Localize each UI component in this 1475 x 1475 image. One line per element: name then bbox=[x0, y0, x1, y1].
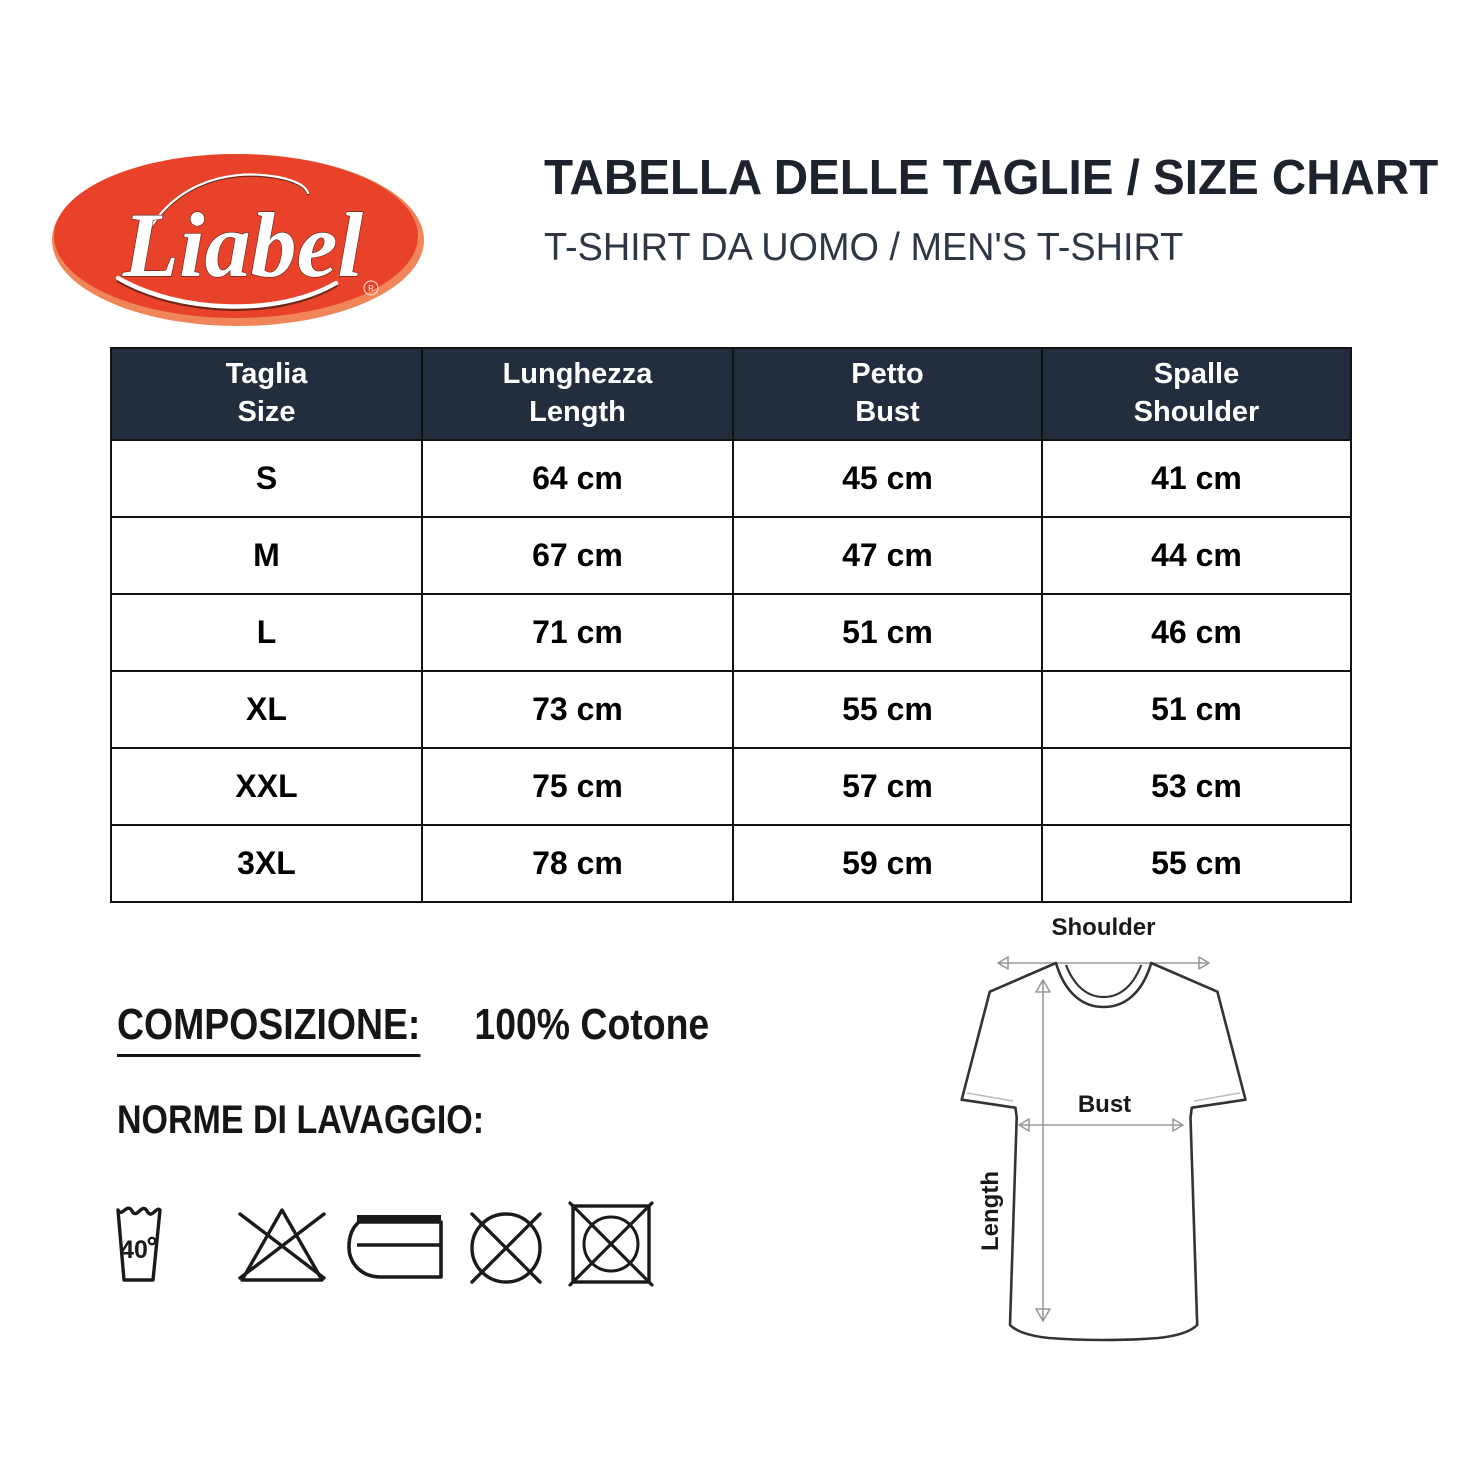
svg-text:Shoulder: Shoulder bbox=[1051, 915, 1155, 941]
svg-text:Length: Length bbox=[977, 1171, 1004, 1251]
svg-text:R: R bbox=[368, 284, 374, 293]
svg-text:Liabel: Liabel bbox=[122, 194, 364, 296]
svg-text:Bust: Bust bbox=[1078, 1091, 1131, 1118]
svg-text:40: 40 bbox=[120, 1236, 148, 1264]
